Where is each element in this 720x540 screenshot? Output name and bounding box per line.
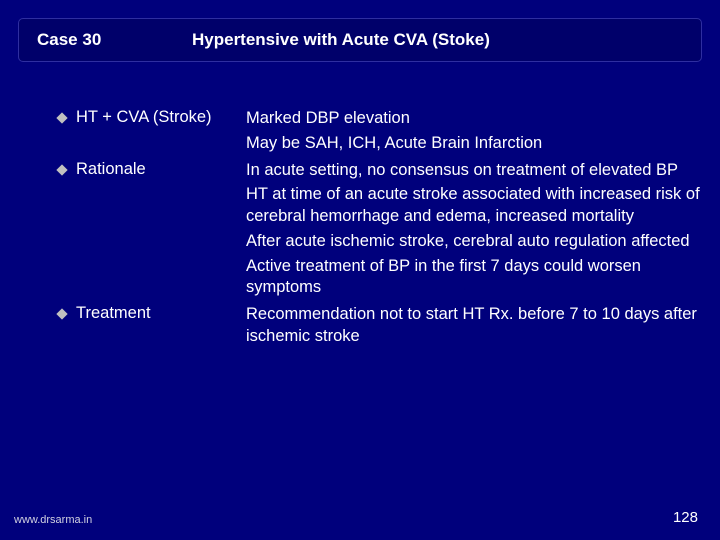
item-text: Active treatment of BP in the first 7 da…: [246, 256, 700, 300]
item-text: Marked DBP elevation: [246, 108, 700, 130]
header-title: Hypertensive with Acute CVA (Stoke): [192, 30, 490, 50]
footer-url: www.drsarma.in: [14, 514, 92, 526]
item-label: Treatment: [76, 304, 151, 323]
item-text: Recommendation not to start HT Rx. befor…: [246, 304, 700, 348]
list-item: HT + CVA (Stroke) Marked DBP elevation M…: [58, 108, 700, 158]
item-label: Rationale: [76, 160, 146, 179]
list-item: Rationale In acute setting, no consensus…: [58, 160, 700, 303]
list-item: Treatment Recommendation not to start HT…: [58, 304, 700, 351]
item-text: May be SAH, ICH, Acute Brain Infarction: [246, 133, 700, 155]
item-text: After acute ischemic stroke, cerebral au…: [246, 231, 700, 253]
page-number: 128: [673, 509, 698, 526]
item-text: HT at time of an acute stroke associated…: [246, 184, 700, 228]
item-label: HT + CVA (Stroke): [76, 108, 212, 127]
header-bar: Case 30 Hypertensive with Acute CVA (Sto…: [18, 18, 702, 62]
diamond-icon: [56, 308, 67, 319]
diamond-icon: [56, 112, 67, 123]
case-label: Case 30: [37, 30, 192, 50]
diamond-icon: [56, 164, 67, 175]
item-text: In acute setting, no consensus on treatm…: [246, 160, 700, 182]
content-area: HT + CVA (Stroke) Marked DBP elevation M…: [58, 108, 700, 353]
